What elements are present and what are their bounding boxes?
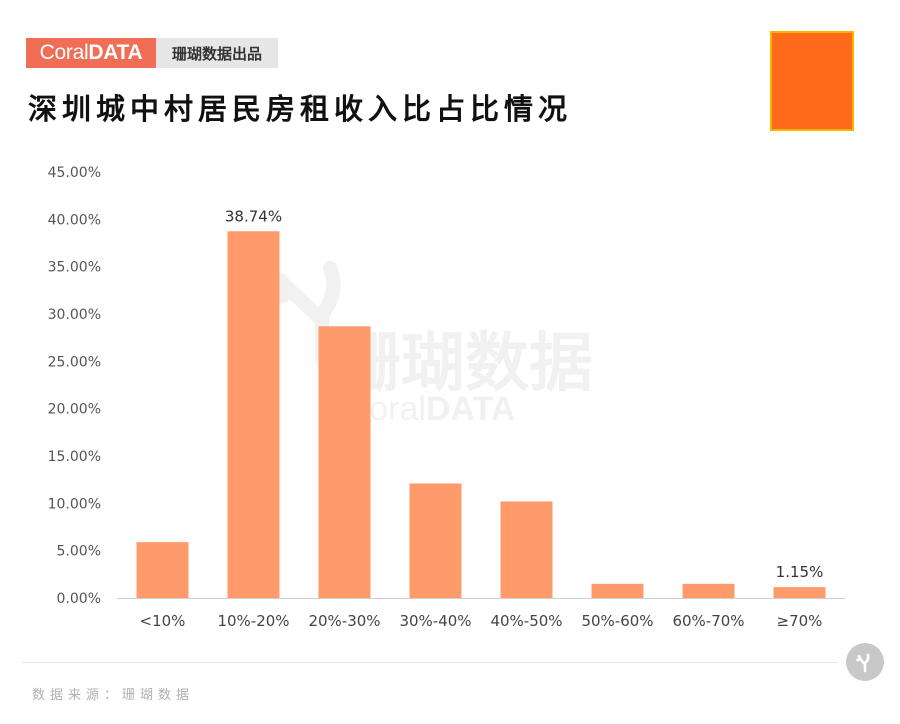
y-tick-label: 10.00%: [48, 496, 101, 512]
x-tick-label: 20%-30%: [308, 612, 380, 630]
data-labels: 38.74% 1.15%: [225, 207, 823, 581]
footer-divider: [22, 662, 838, 663]
brand-logo: Coral DATA: [26, 38, 156, 68]
bar: [682, 583, 735, 598]
data-label: 38.74%: [225, 207, 282, 225]
watermark-text-en: CoralDATA: [345, 390, 516, 428]
source-note: 数据来源：珊瑚数据: [32, 688, 195, 703]
y-tick-label: 5.00%: [57, 544, 101, 560]
page-title: 深圳城中村居民房租收入比占比情况: [28, 92, 573, 126]
x-tick-label: 10%-20%: [217, 612, 289, 630]
accent-square: [770, 31, 854, 131]
watermark-text-cn: 珊瑚数据: [337, 327, 593, 401]
x-tick-label: <10%: [140, 612, 186, 630]
watermark: 珊瑚数据 CoralDATA: [261, 261, 593, 428]
bar-chart: 珊瑚数据 CoralDATA 0.00% 5.00% 10.00% 15.00% 20.…: [48, 165, 845, 630]
x-tick-label: ≥70%: [777, 612, 823, 630]
y-tick-label: 25.00%: [48, 354, 101, 370]
bar: [318, 326, 371, 598]
watermark-text-data: DATA: [426, 390, 515, 428]
x-tick-label: 50%-60%: [581, 612, 653, 630]
y-tick-label: 0.00%: [57, 591, 101, 607]
brand-tagline: 珊瑚数据出品: [156, 38, 279, 68]
x-tick-label: 30%-40%: [399, 612, 471, 630]
x-tick-label: 60%-70%: [672, 612, 744, 630]
y-tick-label: 35.00%: [48, 260, 101, 276]
coral-icon: [856, 653, 870, 673]
bar: [500, 501, 553, 598]
y-tick-label: 45.00%: [48, 165, 101, 181]
bar: [409, 483, 462, 598]
y-tick-label: 40.00%: [48, 212, 101, 228]
bar: [773, 587, 826, 598]
bar: [591, 583, 644, 598]
y-tick-label: 15.00%: [48, 449, 101, 465]
x-tick-label: 40%-50%: [490, 612, 562, 630]
brand-logo-coral: Coral: [39, 41, 89, 64]
bar: [227, 231, 280, 598]
data-label: 1.15%: [776, 563, 824, 581]
brand-logo-data: DATA: [88, 41, 143, 64]
x-axis-labels: <10% 10%-20% 20%-30% 30%-40% 40%-50% 50%-60% 6…: [140, 612, 823, 630]
y-tick-label: 30.00%: [48, 307, 101, 323]
y-tick-label: 20.00%: [48, 402, 101, 418]
brand-header: Coral DATA 珊瑚数据出品: [26, 38, 279, 68]
bars: [136, 231, 826, 598]
bar: [136, 542, 189, 598]
coral-logo-badge: [846, 643, 884, 681]
y-axis: 0.00% 5.00% 10.00% 15.00% 20.00% 25.00% 30.00%…: [48, 165, 101, 607]
